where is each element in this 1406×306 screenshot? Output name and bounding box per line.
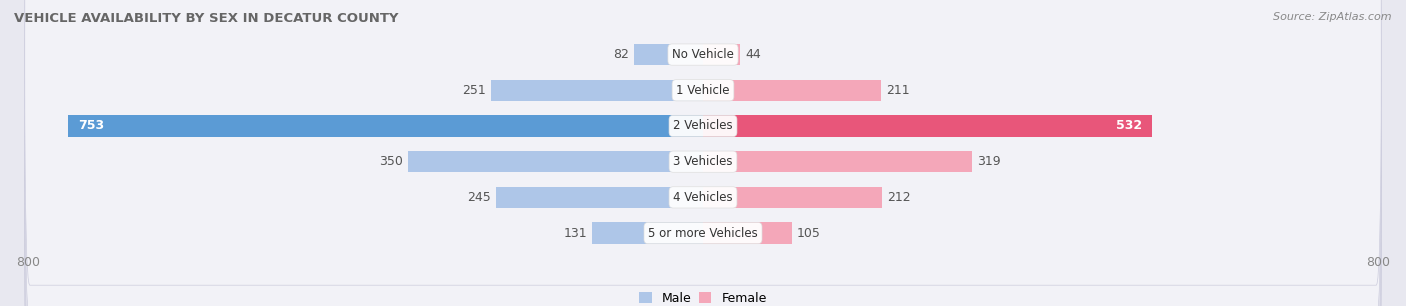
Text: 2 Vehicles: 2 Vehicles (673, 119, 733, 132)
Bar (703, 115, 1152, 137)
FancyBboxPatch shape (25, 0, 1381, 306)
FancyBboxPatch shape (25, 0, 1381, 306)
FancyBboxPatch shape (25, 2, 1381, 306)
Text: 4 Vehicles: 4 Vehicles (673, 191, 733, 204)
FancyBboxPatch shape (25, 0, 1381, 285)
Bar (703, 44, 740, 65)
Text: 1 Vehicle: 1 Vehicle (676, 84, 730, 97)
Text: 82: 82 (613, 48, 628, 61)
Text: 3 Vehicles: 3 Vehicles (673, 155, 733, 168)
Text: 245: 245 (468, 191, 491, 204)
Bar (634, 44, 703, 65)
Text: 212: 212 (887, 191, 911, 204)
Text: 5 or more Vehicles: 5 or more Vehicles (648, 226, 758, 240)
Legend: Male, Female: Male, Female (640, 292, 766, 305)
Text: 44: 44 (745, 48, 761, 61)
Bar (67, 115, 703, 137)
Bar (703, 187, 882, 208)
Text: 319: 319 (977, 155, 1001, 168)
Text: 753: 753 (77, 119, 104, 132)
Bar (408, 151, 703, 172)
Bar (703, 80, 882, 101)
Text: 532: 532 (1115, 119, 1142, 132)
Bar (592, 222, 703, 244)
Bar (496, 187, 703, 208)
Text: No Vehicle: No Vehicle (672, 48, 734, 61)
Bar (491, 80, 703, 101)
FancyBboxPatch shape (25, 0, 1381, 306)
Text: 350: 350 (378, 155, 402, 168)
Bar (703, 222, 792, 244)
Text: 251: 251 (463, 84, 486, 97)
Bar (703, 151, 972, 172)
Text: 105: 105 (797, 226, 821, 240)
Text: VEHICLE AVAILABILITY BY SEX IN DECATUR COUNTY: VEHICLE AVAILABILITY BY SEX IN DECATUR C… (14, 12, 398, 25)
FancyBboxPatch shape (25, 0, 1381, 306)
Text: 211: 211 (886, 84, 910, 97)
Text: Source: ZipAtlas.com: Source: ZipAtlas.com (1274, 12, 1392, 22)
Text: 131: 131 (564, 226, 588, 240)
